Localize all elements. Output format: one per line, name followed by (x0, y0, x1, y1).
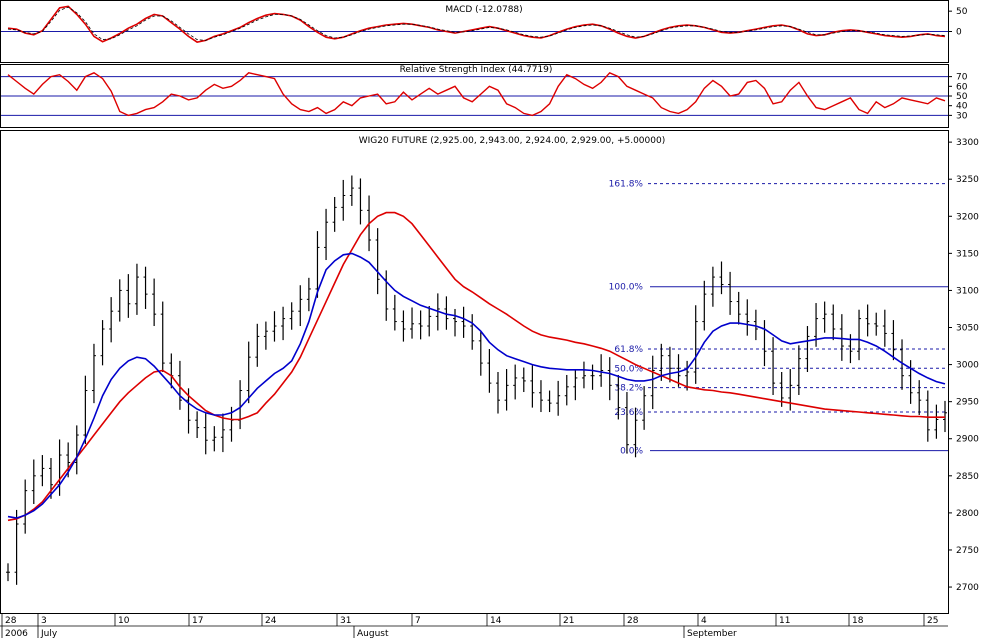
x-month-label: August (357, 629, 389, 638)
price-tick-label: 3300 (956, 138, 979, 148)
rsi-tick-label: 40 (956, 102, 968, 112)
rsi-guides (1, 76, 948, 116)
price-bars (6, 175, 947, 585)
x-day-label: 31 (340, 616, 351, 626)
x-month-label: 2006 (5, 629, 28, 638)
fib-label: 61.8% (614, 345, 643, 355)
x-day-label: 4 (701, 616, 707, 626)
x-day-label: 24 (265, 616, 277, 626)
fib-label: 161.8% (609, 180, 644, 190)
fib-label: 38.2% (614, 384, 643, 394)
price-short-average-line (7, 211, 945, 522)
x-day-label: 28 (5, 616, 17, 626)
price-tick-label: 3050 (956, 324, 979, 334)
x-day-label: 11 (779, 616, 790, 626)
rsi-tick-label: 60 (956, 82, 968, 92)
rsi-tick-label: 30 (956, 111, 968, 121)
x-day-label: 18 (852, 616, 864, 626)
rsi-line (7, 71, 946, 117)
x-day-label: 10 (118, 616, 130, 626)
rsi-tick-label: 70 (956, 73, 968, 83)
x-day-label: 21 (563, 616, 574, 626)
x-day-label: 14 (490, 616, 502, 626)
price-tick-label: 2850 (956, 472, 979, 482)
x-day-label: 7 (415, 616, 421, 626)
y-axes: 5007060504030330032503200315031003050300… (948, 7, 979, 593)
x-day-label: 3 (41, 616, 47, 626)
fib-label: 23.6% (614, 408, 643, 418)
fibonacci-lines: 161.8% 100.0% 61.8% 50.0% 38.2% 23.6% 0.0% (609, 180, 948, 457)
x-month-label: July (40, 629, 58, 638)
price-tick-label: 2950 (956, 398, 979, 408)
x-day-label: 28 (627, 616, 639, 626)
macd-tick-label: 0 (956, 28, 962, 38)
price-tick-label: 3000 (956, 361, 979, 371)
rsi-title: Relative Strength Index (44.7719) (400, 65, 553, 75)
x-axis: 28 3 10 17 24 31 7 14 21 28 4 11 18 25 2006 July August S… (0, 613, 948, 638)
rsi-tick-label: 50 (956, 92, 968, 102)
macd-title: MACD (-12.0788) (445, 5, 522, 15)
price-tick-label: 2750 (956, 546, 979, 556)
x-day-label: 17 (192, 616, 203, 626)
fib-label: 0.0% (620, 447, 643, 457)
price-tick-label: 3200 (956, 212, 979, 222)
price-tick-label: 2700 (956, 583, 979, 593)
x-day-label: 25 (927, 616, 938, 626)
fib-label: 100.0% (609, 283, 644, 293)
x-month-label: September (687, 629, 737, 638)
price-tick-label: 2900 (956, 435, 979, 445)
price-long-average-line (7, 252, 946, 519)
price-tick-label: 3250 (956, 175, 979, 185)
price-tick-label: 2800 (956, 509, 979, 519)
series-lines (7, 5, 946, 522)
price-title: WIG20 FUTURE (2,925.00, 2,943.00, 2,924.… (359, 136, 665, 146)
macd-tick-label: 50 (956, 7, 968, 17)
price-panel (0, 130, 949, 614)
price-tick-label: 3100 (956, 286, 979, 296)
fib-label: 50.0% (614, 364, 643, 374)
price-tick-label: 3150 (956, 249, 979, 259)
macd-signal-line (7, 6, 946, 41)
